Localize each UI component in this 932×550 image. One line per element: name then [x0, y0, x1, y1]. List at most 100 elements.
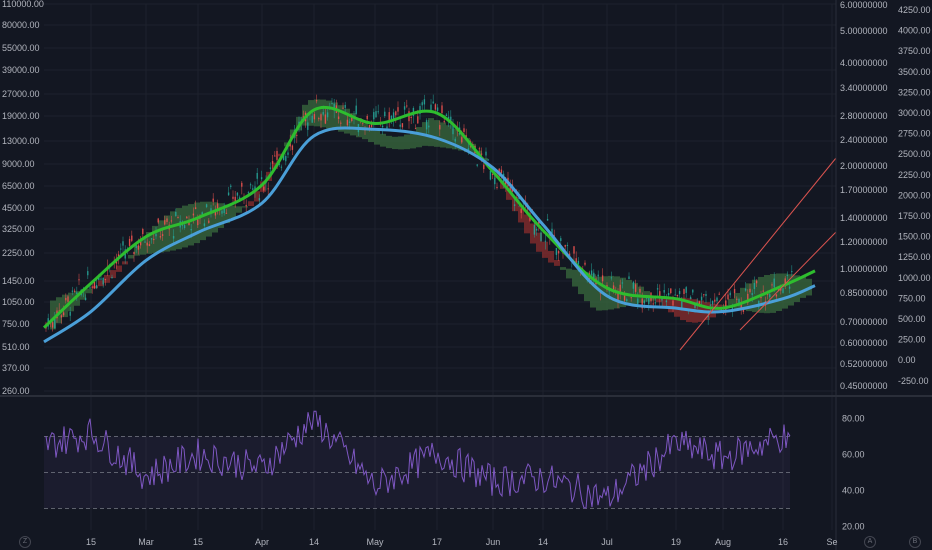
candle-body: [406, 105, 408, 107]
candle-body: [260, 177, 263, 180]
candle-body: [786, 274, 789, 276]
cloud-segment: [230, 205, 236, 218]
candle-body: [700, 296, 703, 301]
cloud-segment: [740, 287, 746, 310]
right-ratio-tick: 5.00000000: [840, 26, 888, 36]
candle-body: [203, 223, 206, 226]
x-axis-tick: 19: [671, 537, 681, 547]
candle-body: [54, 319, 56, 329]
candle-body: [276, 150, 278, 160]
left-axis-tick: 2250.00: [2, 248, 35, 258]
cloud-segment: [260, 181, 266, 192]
candle-body: [337, 116, 340, 120]
candle-body: [355, 105, 357, 114]
cloud-segment: [338, 105, 344, 132]
candle-body: [593, 272, 595, 282]
auto-scale-button[interactable]: A: [864, 536, 876, 548]
candle-body: [128, 238, 131, 246]
candle-body: [564, 244, 566, 247]
candle-body: [166, 218, 168, 222]
candle-body: [320, 114, 322, 121]
candle-body: [150, 238, 153, 240]
candle-body: [771, 284, 773, 286]
rsi-axis-tick: 40.00: [842, 485, 865, 495]
candle-body: [155, 233, 157, 237]
candle-body: [648, 297, 650, 305]
candle-body: [117, 254, 120, 257]
zoom-reset-button[interactable]: Z: [19, 536, 31, 548]
candle-body: [267, 188, 269, 190]
candle-body: [324, 114, 327, 124]
candle-body: [177, 217, 179, 219]
candle-body: [630, 297, 632, 299]
candle-body: [716, 297, 718, 302]
candle-body: [436, 107, 439, 111]
candle-body: [742, 308, 745, 312]
trendlines: [679, 157, 837, 351]
candle-body: [73, 290, 76, 292]
candle-body: [597, 274, 599, 277]
left-axis-tick: 13000.00: [2, 136, 40, 146]
candle-body: [120, 248, 122, 250]
candle-body: [76, 292, 78, 294]
candle-body: [610, 277, 613, 279]
candle-body: [142, 229, 144, 235]
candle-body: [769, 294, 771, 298]
candle-body: [626, 299, 628, 302]
candle-body: [487, 159, 489, 161]
x-axis-tick: 14: [309, 537, 319, 547]
cloud-segment: [770, 273, 776, 313]
candle-body: [665, 300, 668, 303]
candle-body: [445, 114, 448, 117]
candle-body: [694, 304, 696, 308]
candle-body: [485, 151, 487, 156]
candle-body: [733, 288, 736, 294]
candle-body: [69, 311, 71, 316]
candle-body: [782, 288, 784, 293]
cloud-segment: [410, 131, 416, 149]
candle-body: [773, 278, 775, 288]
right-ratio-tick: 2.40000000: [840, 135, 888, 145]
right-value-tick: 3500.00: [898, 67, 931, 77]
cloud-segment: [668, 297, 674, 313]
rsi-axis-tick: 60.00: [842, 449, 865, 459]
candle-body: [612, 285, 615, 290]
left-axis-tick: 750.00: [2, 319, 30, 329]
candle-body: [762, 290, 764, 292]
candle-body: [621, 282, 624, 284]
candle-body: [95, 285, 98, 288]
right-ratio-tick: 1.00000000: [840, 264, 888, 274]
candle-body: [111, 277, 113, 279]
candle-body: [749, 288, 751, 293]
candle-body: [280, 166, 283, 168]
candle-body: [395, 111, 397, 116]
candle-body: [498, 168, 500, 174]
cloud-segment: [506, 188, 512, 200]
candle-body: [491, 173, 494, 175]
candle-body: [557, 251, 560, 254]
cloud-segment: [728, 298, 734, 308]
right-value-tick: 4250.00: [898, 5, 931, 15]
candle-body: [478, 148, 481, 150]
trendline-lower: [739, 231, 837, 331]
right-ratio-tick: 0.85000000: [840, 288, 888, 298]
candle-body: [656, 288, 659, 290]
candle-body: [144, 241, 146, 243]
x-axis-tick: 17: [432, 537, 442, 547]
cloud-segment: [746, 283, 752, 312]
candle-body: [245, 204, 247, 207]
cloud-segment: [632, 282, 638, 305]
cloud-segment: [524, 214, 530, 234]
scale-mode-button[interactable]: B: [909, 536, 921, 548]
candle-body: [230, 185, 232, 187]
candle-body: [672, 300, 674, 306]
candle-body: [601, 275, 604, 282]
candle-body: [729, 292, 731, 296]
candle-body: [318, 118, 320, 120]
candle-body: [760, 296, 762, 299]
candle-body: [753, 282, 756, 289]
candle-body: [489, 170, 492, 180]
candle-body: [386, 126, 388, 129]
